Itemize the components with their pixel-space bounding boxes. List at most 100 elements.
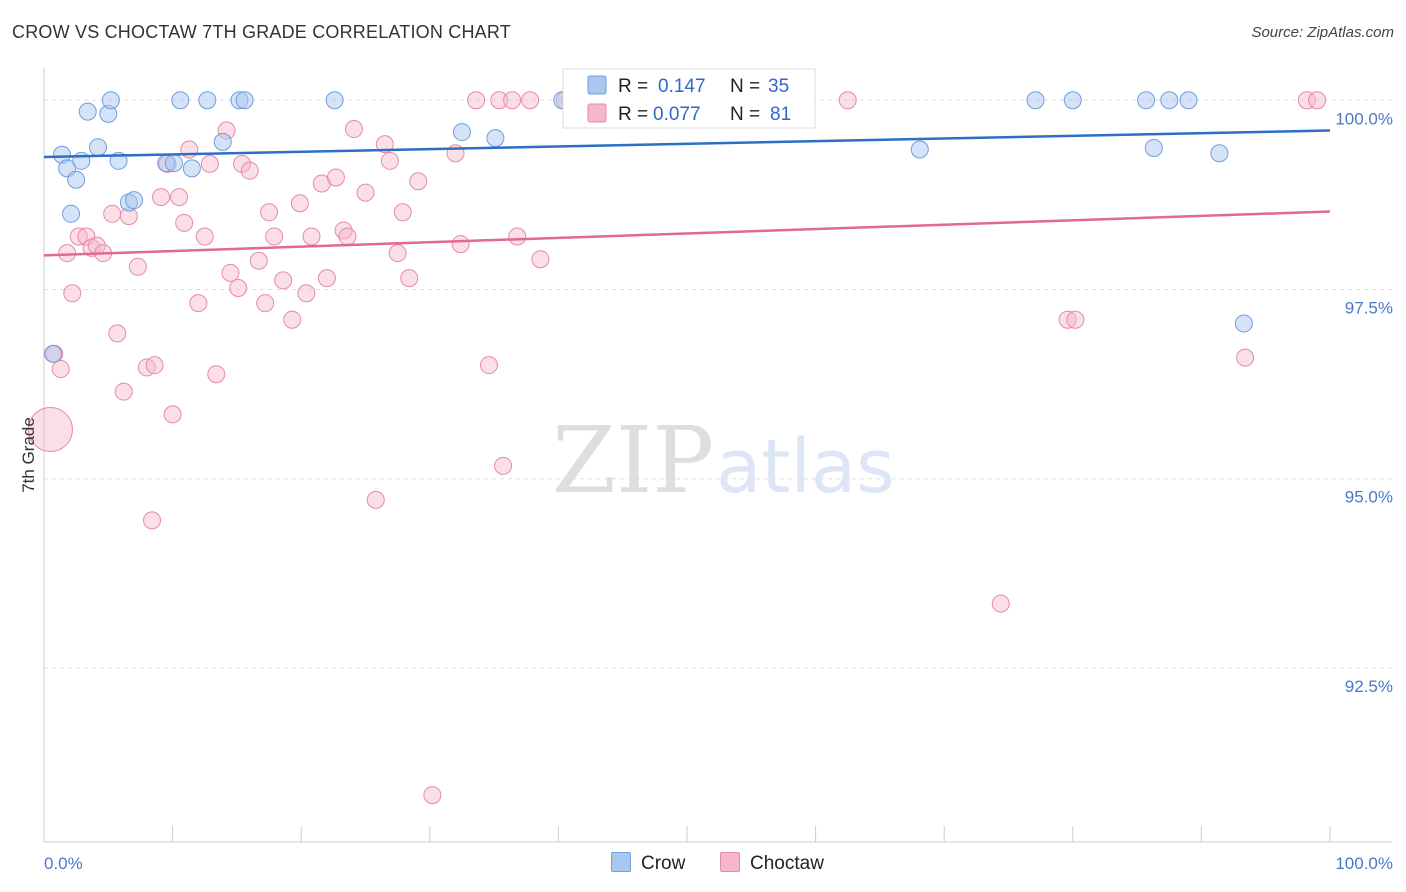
crow-point (164, 154, 183, 173)
choctaw-point (260, 203, 279, 222)
watermark: ZIP atlas (552, 407, 895, 514)
crow-point (1137, 91, 1156, 110)
choctaw-point (290, 194, 309, 213)
choctaw-point (103, 204, 122, 223)
crow-points (44, 91, 1253, 363)
choctaw-point (200, 154, 219, 173)
choctaw-point (1058, 310, 1077, 329)
bottom-legend-choctaw: Choctaw (720, 852, 824, 875)
choctaw-point (479, 356, 498, 375)
crow-point (1144, 138, 1163, 157)
crow-point (182, 159, 201, 178)
bottom-legend-crow-swatch (611, 852, 631, 872)
crow-point (1179, 91, 1198, 110)
choctaw-point (189, 294, 208, 313)
choctaw-point (77, 227, 96, 246)
choctaw-point (467, 91, 486, 110)
legend-crow-r-label: R = (618, 76, 648, 97)
bottom-legend-choctaw-swatch (720, 852, 740, 872)
choctaw-point (388, 244, 407, 263)
choctaw-point (494, 456, 513, 475)
crow-point (125, 191, 144, 210)
y-tick-label: 97.5% (1345, 298, 1393, 317)
choctaw-point (283, 310, 302, 329)
choctaw-point (490, 91, 509, 110)
legend-crow-r-value: 0.147 (658, 76, 706, 97)
choctaw-point (375, 135, 394, 154)
crow-point (1210, 144, 1229, 163)
choctaw-point (221, 263, 240, 282)
choctaw-point (317, 269, 336, 288)
y-tick-label: 95.0% (1345, 488, 1393, 507)
trend-lines (43, 129, 1331, 257)
crow-point (1234, 314, 1253, 333)
choctaw-point (302, 227, 321, 246)
bottom-legend-choctaw-label: Choctaw (750, 853, 824, 874)
choctaw-point (163, 405, 182, 424)
crow-point (486, 129, 505, 148)
choctaw-point (991, 594, 1010, 613)
legend-choctaw-swatch (587, 103, 607, 123)
choctaw-point (508, 227, 527, 246)
crow-point (72, 151, 91, 170)
crow-point (1063, 91, 1082, 110)
choctaw-point (180, 140, 199, 159)
choctaw-point (108, 324, 127, 343)
legend-crow-swatch (587, 75, 607, 95)
choctaw-point (143, 511, 162, 530)
choctaw-point (393, 203, 412, 222)
crow-point (1026, 91, 1045, 110)
crow-point (1160, 91, 1179, 110)
choctaw-point (1066, 310, 1085, 329)
choctaw-point (1236, 348, 1255, 367)
y-tick-label: 92.5% (1345, 677, 1393, 696)
bottom-legend-crow: Crow (611, 852, 685, 875)
crow-point (235, 91, 254, 110)
choctaw-point (175, 213, 194, 232)
crow-point (101, 91, 120, 110)
choctaw-point (128, 257, 147, 276)
choctaw-point (400, 269, 419, 288)
y-tick-label: 100.0% (1335, 109, 1393, 128)
choctaw-point (170, 188, 189, 207)
choctaw-point (366, 490, 385, 509)
choctaw-point (356, 183, 375, 202)
axes (43, 68, 1392, 843)
choctaw-point (409, 172, 428, 191)
choctaw-point (145, 356, 164, 375)
choctaw-point (27, 407, 73, 453)
y-tick-labels: 100.0% 97.5% 95.0% 92.5% (1335, 109, 1393, 696)
legend-crow-n-label: N = (730, 76, 760, 97)
crow-point (452, 123, 471, 142)
chart-source: Source: ZipAtlas.com (1251, 24, 1394, 41)
choctaw-point (265, 227, 284, 246)
choctaw-point (838, 91, 857, 110)
grid-lines (44, 99, 1392, 669)
choctaw-point (69, 227, 88, 246)
x-tick-label-left: 0.0% (44, 854, 83, 873)
choctaw-trend-line (43, 210, 1331, 257)
crow-point (171, 91, 190, 110)
choctaw-point (229, 278, 248, 297)
choctaw-point (531, 250, 550, 269)
choctaw-point (1297, 91, 1316, 110)
legend-choctaw-n-label: N = (730, 104, 760, 125)
crow-point (325, 91, 344, 110)
choctaw-point (297, 284, 316, 303)
choctaw-point (256, 294, 275, 313)
choctaw-point (274, 271, 293, 290)
x-tick-label-right: 100.0% (1335, 854, 1393, 873)
crow-point (78, 102, 97, 121)
crow-point (910, 140, 929, 159)
crow-point (62, 204, 81, 223)
choctaw-point (344, 120, 363, 139)
choctaw-point (233, 154, 252, 173)
choctaw-point (380, 151, 399, 170)
choctaw-point (521, 91, 540, 110)
choctaw-point (207, 365, 226, 384)
legend-crow-n-value: 35 (768, 76, 789, 97)
watermark-atlas: atlas (716, 424, 895, 510)
crow-point (67, 170, 86, 189)
choctaw-point (338, 227, 357, 246)
bottom-legend-crow-label: Crow (641, 853, 686, 874)
